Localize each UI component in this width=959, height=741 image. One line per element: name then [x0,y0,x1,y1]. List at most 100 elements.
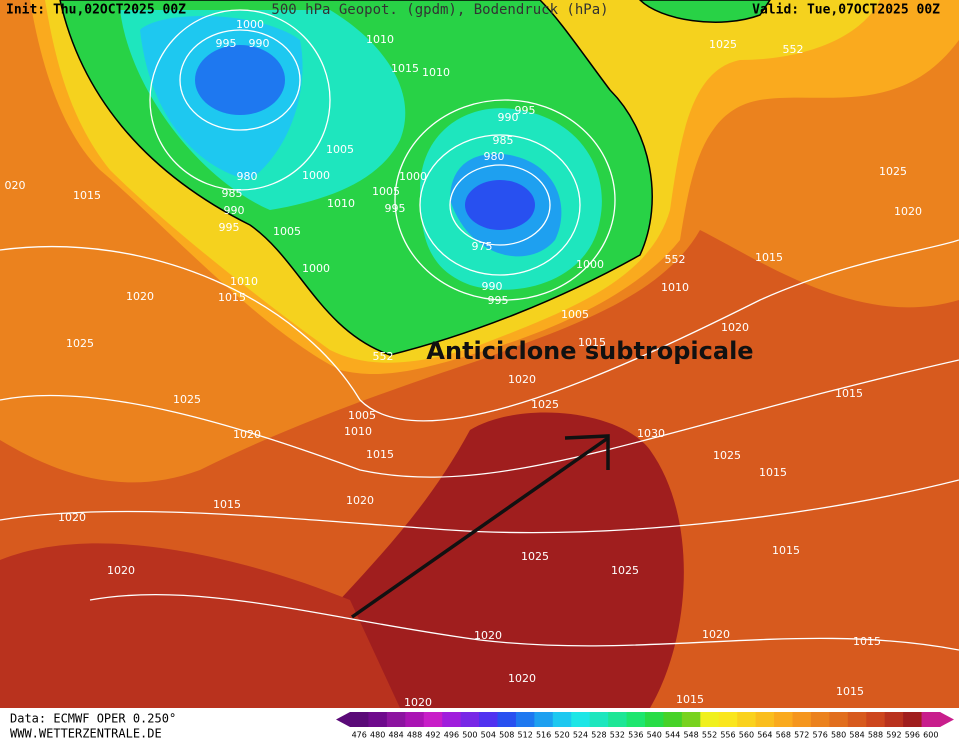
isobar-label: 975 [472,240,493,253]
colorbar-label: 504 [481,731,496,740]
map-title: 500 hPa Geopot. (gpdm), Bodendruck (hPa) [271,2,608,18]
isobar-label: 1020 [508,373,536,386]
colorbar-label: 536 [628,731,643,740]
isobar-label: 1000 [302,169,330,182]
colorbar-swatch [810,712,830,727]
colorbar-swatch [755,712,775,727]
colorbar-label: 576 [813,731,828,740]
colorbar-swatch [700,712,720,727]
isobar-label: 1010 [327,197,355,210]
colorbar-swatch [368,712,388,727]
colorbar-swatch [552,712,572,727]
colorbar-swatch [350,712,369,727]
isobar-label: 1025 [173,393,201,406]
colorbar-swatch [423,712,443,727]
isobar-label: 1015 [676,693,704,706]
isobar-label: 1020 [126,290,154,303]
isobar-label: 985 [493,134,514,147]
isobar-label: 980 [484,150,505,163]
colorbar-swatch [774,712,793,727]
isobars [0,9,959,651]
colorbar-label: 480 [370,731,385,740]
isobar-label: 990 [482,280,503,293]
isobar-label: 1025 [879,165,907,178]
isobar-label: 1025 [709,38,737,51]
colorbar-swatch [515,712,535,727]
isobar-label: 1010 [661,281,689,294]
colorbar-label: 560 [739,731,754,740]
colorbar-label: 584 [849,731,864,740]
colorbar-label: 580 [831,731,846,740]
isobar-label: 552 [783,43,804,56]
colorbar-swatch [718,712,738,727]
isobar-label: 995 [216,37,237,50]
colorbar-swatch [884,712,904,727]
isobar-label: 1000 [399,170,427,183]
colorbar-swatch [479,712,498,727]
isobar-label: 1020 [404,696,432,709]
isobar-label: 1015 [73,189,101,202]
colorbar-label: 588 [868,731,883,740]
isobar-label: 1015 [759,466,787,479]
isobar-label: 995 [219,221,240,234]
isobar-label: 1020 [58,511,86,524]
isobar-label: 1010 [344,425,372,438]
isobar-label: 1015 [836,685,864,698]
isobar-label: 1015 [218,291,246,304]
isobar-label: 1000 [236,18,264,31]
isobar-label: 1015 [835,387,863,400]
colorbar-label: 592 [886,731,901,740]
isobar-label: 1025 [713,449,741,462]
colorbar-swatch [792,712,812,727]
isobar-label: 1010 [366,33,394,46]
isobar-label: 552 [373,350,394,363]
colorbar-right-arrow [940,712,954,727]
colorbar-swatch [534,712,554,727]
isobar-label: 1000 [302,262,330,275]
colorbar-label: 488 [407,731,422,740]
isobar-label: 1015 [213,498,241,511]
colorbar-swatch [442,712,462,727]
isobar-label: 995 [385,202,406,215]
isobar-label: 1005 [326,143,354,156]
colorbar: 476 480 484 488 492 496 500 504 508 512 516 520 524 5… [336,712,954,740]
isobar-label: 1025 [531,398,559,411]
colorbar-swatch [681,712,701,727]
colorbar-label: 568 [776,731,791,740]
colorbar-swatch [663,712,683,727]
colorbar-label: 516 [536,731,551,740]
isobar-label: 1025 [611,564,639,577]
isobar-label: 1030 [637,427,665,440]
isobar-label: 1020 [474,629,502,642]
colorbar-label: 544 [665,731,680,740]
colorbar-swatch [497,712,517,727]
colorbar-label: 500 [462,731,477,740]
isobar-label: 1020 [346,494,374,507]
low-core-east [465,180,535,230]
isobar-label: 020 [5,179,26,192]
isobar-label: 1025 [521,550,549,563]
isobar-label: 1015 [366,448,394,461]
colorbar-swatch [866,712,886,727]
isobar-label: 1015 [578,336,606,349]
colorbar-label: 484 [388,731,403,740]
isobar-label: 1005 [372,185,400,198]
colorbar-label: 572 [794,731,809,740]
colorbar-swatch [571,712,591,727]
isobar-label: 1025 [66,337,94,350]
colorbar-label: 492 [425,731,440,740]
init-label: Init: Thu,02OCT2025 00Z [6,3,186,18]
valid-label: Valid: Tue,07OCT2025 00Z [752,3,940,18]
colorbar-swatch [405,712,425,727]
colorbar-swatch [829,712,849,727]
colorbar-label: 528 [591,731,606,740]
colorbar-label: 596 [905,731,920,740]
isobar-label: 995 [488,294,509,307]
isobar-label: 1010 [422,66,450,79]
isobar-label: 1020 [508,672,536,685]
colorbar-swatch [608,712,628,727]
colorbar-swatch [626,712,646,727]
